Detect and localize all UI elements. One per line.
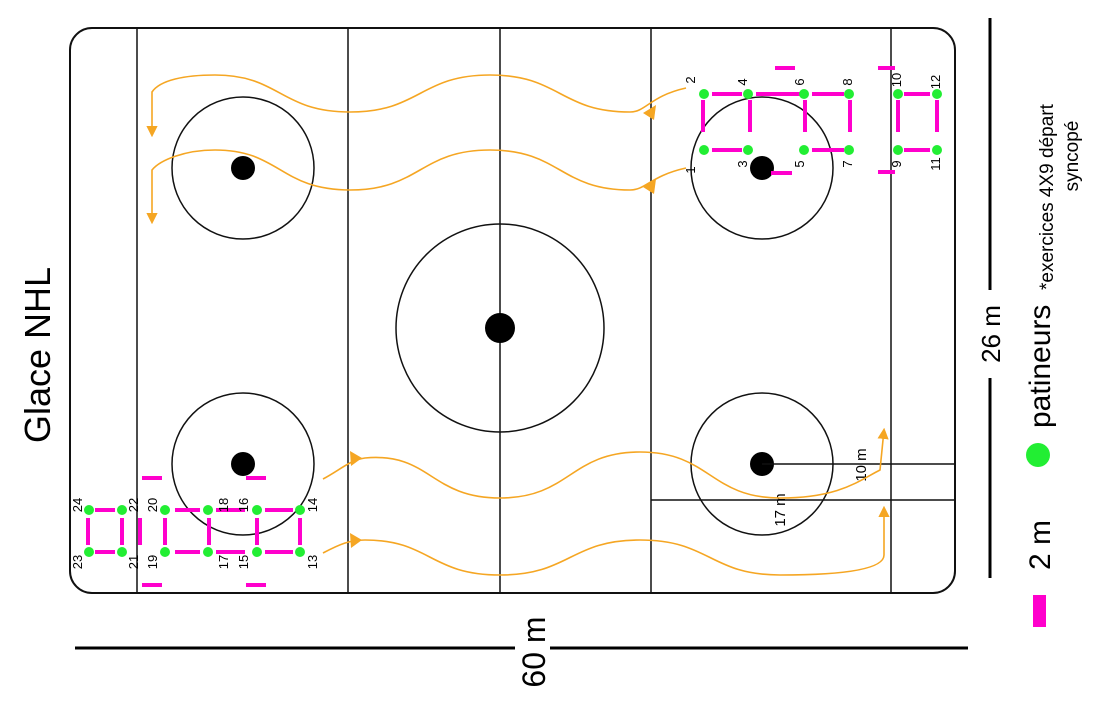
center-dot bbox=[485, 313, 515, 343]
label-4: 4 bbox=[735, 78, 750, 85]
label-12: 12 bbox=[928, 75, 943, 89]
label-20: 20 bbox=[145, 498, 160, 512]
marker-legend-label: 2 m bbox=[1024, 520, 1057, 570]
path-2 bbox=[146, 74, 687, 138]
label-1: 1 bbox=[683, 166, 698, 173]
label-22: 22 bbox=[126, 498, 141, 512]
label-3: 3 bbox=[735, 160, 750, 167]
player-legend-label: patineurs bbox=[1024, 305, 1057, 428]
label-5: 5 bbox=[792, 160, 807, 167]
skating-paths bbox=[146, 74, 890, 576]
label-15: 15 bbox=[236, 555, 251, 569]
label-18: 18 bbox=[216, 498, 231, 512]
zone-measure-lines bbox=[651, 463, 955, 501]
label-24: 24 bbox=[70, 498, 85, 512]
label-14: 14 bbox=[305, 498, 320, 512]
pylons-bottom-left bbox=[86, 476, 302, 587]
label-2: 2 bbox=[683, 76, 698, 83]
label-8: 8 bbox=[840, 78, 855, 85]
player-legend-dot bbox=[1026, 443, 1050, 467]
length-label: 60 m bbox=[516, 616, 552, 687]
label-21: 21 bbox=[126, 555, 141, 569]
label-9: 9 bbox=[889, 160, 904, 167]
note-line1: *exercices 4X9 départ bbox=[1037, 103, 1058, 290]
faceoff-dots bbox=[231, 156, 774, 476]
zone-width-label: 10 m bbox=[853, 448, 870, 481]
label-10: 10 bbox=[889, 73, 904, 87]
rink-boundary bbox=[69, 27, 956, 594]
point-labels: 1 2 3 4 5 6 7 8 9 10 11 12 13 14 15 16 1… bbox=[70, 73, 943, 569]
path-14 bbox=[322, 427, 889, 499]
pylons-top-right bbox=[701, 66, 939, 175]
label-19: 19 bbox=[145, 555, 160, 569]
zone-length-label: 17 m bbox=[772, 493, 789, 526]
label-17: 17 bbox=[216, 555, 231, 569]
path-1 bbox=[146, 149, 687, 225]
label-13: 13 bbox=[305, 555, 320, 569]
note-line2: syncopé bbox=[1062, 121, 1083, 192]
players bbox=[84, 89, 942, 557]
title: Glace NHL bbox=[17, 267, 58, 443]
label-23: 23 bbox=[70, 555, 85, 569]
path-13 bbox=[322, 505, 890, 576]
label-6: 6 bbox=[792, 78, 807, 85]
marker-legend-swatch bbox=[1033, 595, 1046, 627]
path-start-arrows bbox=[350, 105, 656, 548]
width-label: 26 m bbox=[976, 305, 1006, 363]
center-circle bbox=[395, 223, 605, 433]
label-11: 11 bbox=[928, 157, 943, 171]
label-7: 7 bbox=[840, 160, 855, 167]
label-16: 16 bbox=[236, 498, 251, 512]
